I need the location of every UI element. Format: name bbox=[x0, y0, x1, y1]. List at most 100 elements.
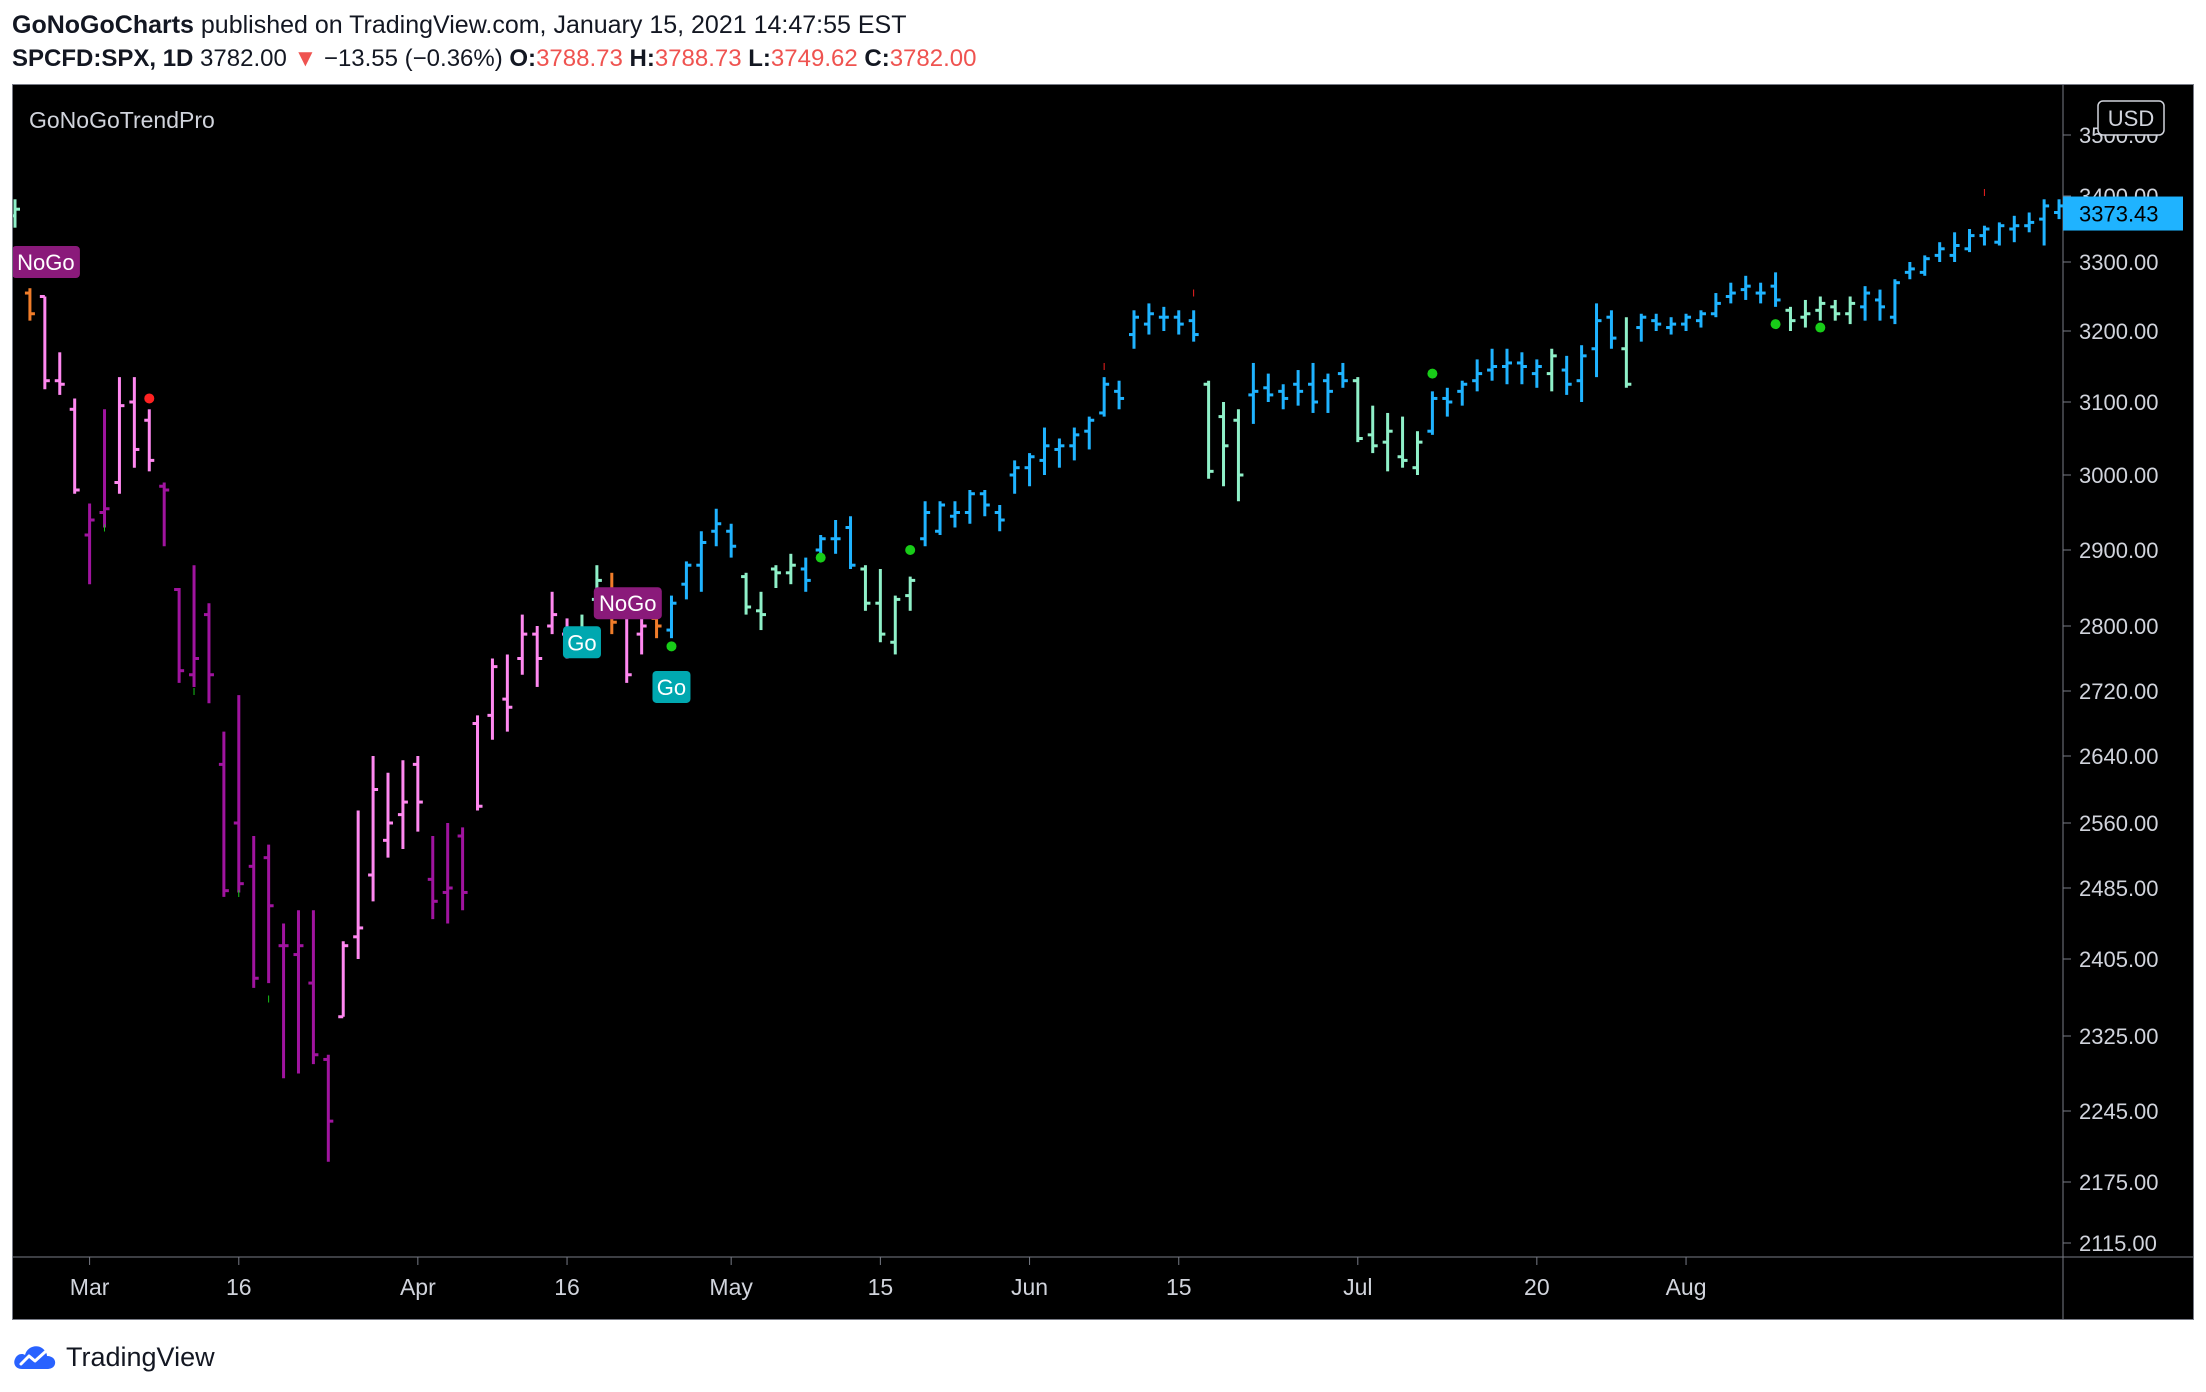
ohlc-bar bbox=[1740, 275, 1751, 300]
ohlc-bar bbox=[1755, 282, 1766, 304]
ohlc-bar bbox=[1293, 370, 1304, 406]
ohlc-bar bbox=[875, 569, 886, 643]
ohlc-bar bbox=[1457, 380, 1468, 406]
close-label: C: bbox=[864, 45, 890, 72]
signal-tick-mark: I bbox=[103, 523, 106, 534]
ohlc-bar bbox=[1531, 359, 1542, 388]
ohlc-bar bbox=[1382, 412, 1393, 472]
ohlc-bar bbox=[338, 941, 349, 1019]
ohlc-bar bbox=[442, 823, 453, 924]
ohlc-bar bbox=[636, 618, 647, 655]
ohlc-bar bbox=[979, 490, 990, 517]
y-tick-label: 2800.00 bbox=[2079, 614, 2159, 639]
ohlc-bar bbox=[1516, 352, 1527, 385]
last-price-label: 3373.43 bbox=[2079, 202, 2159, 227]
ohlc-bar bbox=[278, 923, 289, 1079]
x-tick-label: 15 bbox=[1166, 1274, 1192, 1300]
currency-button[interactable]: USD bbox=[2097, 100, 2165, 136]
y-tick-label: 2560.00 bbox=[2079, 811, 2159, 836]
x-tick-label: Apr bbox=[400, 1274, 436, 1300]
y-tick-label: 2640.00 bbox=[2079, 744, 2159, 769]
ohlc-bar bbox=[13, 199, 20, 228]
ohlc-bar bbox=[741, 572, 752, 615]
ohlc-bar bbox=[770, 565, 781, 588]
ohlc-bar bbox=[1845, 296, 1856, 325]
ohlc-bar bbox=[1860, 286, 1871, 321]
ohlc-bar bbox=[920, 501, 931, 547]
tradingview-cloud-icon[interactable] bbox=[12, 1341, 58, 1373]
ohlc-bar bbox=[1904, 262, 1915, 280]
ohlc-bar bbox=[1994, 222, 2005, 246]
ohlc-bar bbox=[84, 503, 95, 585]
ohlc-bar bbox=[99, 409, 110, 528]
ohlc-bar bbox=[1427, 391, 1438, 435]
footer: TradingView bbox=[12, 1336, 215, 1378]
badge-label: NoGo bbox=[599, 591, 656, 616]
y-tick-label: 2245.00 bbox=[2079, 1099, 2159, 1124]
ohlc-bar bbox=[830, 520, 841, 554]
low-value: 3749.62 bbox=[770, 45, 858, 72]
signal-dot bbox=[1815, 322, 1826, 333]
ohlc-bar bbox=[547, 591, 558, 635]
ohlc-bar bbox=[308, 910, 319, 1065]
ohlc-bar bbox=[935, 501, 946, 535]
last-price: 3782.00 bbox=[200, 45, 287, 72]
ohlc-bar bbox=[666, 595, 677, 639]
signal-tick-mark: I bbox=[193, 687, 196, 698]
x-tick-label: 20 bbox=[1524, 1274, 1550, 1300]
ohlc-bar bbox=[1606, 310, 1617, 349]
ohlc-bar bbox=[1322, 373, 1333, 413]
ohlc-bar bbox=[54, 352, 65, 395]
ohlc-bar bbox=[711, 508, 722, 547]
down-triangle-icon: ▼ bbox=[293, 45, 318, 72]
publish-line: GoNoGoCharts published on TradingView.co… bbox=[12, 8, 2192, 42]
ohlc-bar bbox=[114, 377, 125, 494]
ohlc-bar bbox=[860, 565, 871, 611]
ohlc-bar bbox=[1830, 299, 1841, 321]
ohlc-bar bbox=[1710, 293, 1721, 318]
badge-label: NoGo bbox=[17, 250, 74, 275]
ohlc-bar bbox=[1964, 229, 1975, 253]
ohlc-bar bbox=[1889, 279, 1900, 325]
ohlc-bar bbox=[1114, 380, 1125, 410]
x-tick-label: 15 bbox=[868, 1274, 894, 1300]
ohlc-bar bbox=[1785, 306, 1796, 331]
ohlc-bar bbox=[726, 523, 737, 558]
ohlc-bar bbox=[532, 626, 543, 687]
ohlc-bar bbox=[1039, 427, 1050, 475]
ohlc-bar bbox=[1487, 348, 1498, 381]
ohlc-bar bbox=[1561, 355, 1572, 395]
ohlc-bar bbox=[457, 827, 468, 911]
ohlc-bar bbox=[964, 490, 975, 524]
ohlc-bar bbox=[1337, 362, 1348, 388]
ohlc-bar bbox=[1024, 453, 1035, 487]
author-name[interactable]: GoNoGoCharts bbox=[12, 11, 194, 39]
footer-brand[interactable]: TradingView bbox=[66, 1341, 215, 1372]
last-price-badge-bg bbox=[2063, 196, 2183, 231]
ohlc-bar bbox=[353, 810, 364, 959]
signal-tick-mark: I bbox=[1983, 188, 1986, 199]
signal-tick-mark: I bbox=[237, 889, 240, 900]
nogo-signal-badge: NoGo bbox=[13, 246, 80, 278]
ohlc-bar bbox=[1546, 348, 1557, 392]
y-tick-label: 2325.00 bbox=[2079, 1024, 2159, 1049]
ohlc-bar bbox=[1576, 345, 1587, 402]
ohlc-bar bbox=[69, 398, 80, 494]
y-tick-label: 2485.00 bbox=[2079, 876, 2159, 901]
ohlc-bar bbox=[1442, 387, 1453, 417]
ohlc-bar bbox=[1084, 416, 1095, 450]
ohlc-bar bbox=[517, 614, 528, 675]
nogo-signal-badge: NoGo bbox=[593, 587, 662, 620]
x-tick-label: Jun bbox=[1011, 1274, 1048, 1300]
x-tick-label: Jul bbox=[1343, 1274, 1372, 1300]
ohlc-bar bbox=[890, 595, 901, 655]
ohlc-chart[interactable]: IIIIIIINoGoGoNoGoGoGoNoGoTrendPro2115.00… bbox=[13, 85, 2193, 1319]
ohlc-bar bbox=[1949, 232, 1960, 262]
ohlc-bar bbox=[1054, 438, 1065, 468]
ohlc-bar bbox=[696, 531, 707, 592]
ohlc-bar bbox=[1352, 377, 1363, 443]
ohlc-bar bbox=[800, 557, 811, 592]
signal-dot bbox=[666, 641, 677, 652]
ohlc-bar bbox=[1770, 272, 1781, 307]
ohlc-bar bbox=[427, 836, 438, 920]
